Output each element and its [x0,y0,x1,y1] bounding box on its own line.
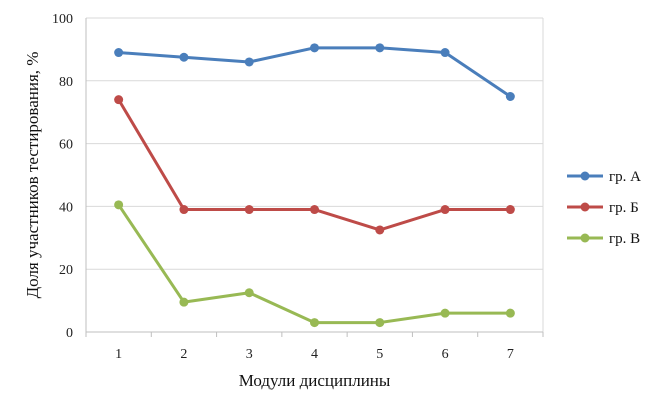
series-2 [114,95,515,235]
x-tick-label: 4 [311,347,318,362]
x-tick-label: 3 [246,347,253,362]
data-point [440,205,450,215]
series-line [117,203,512,325]
x-tick-label: 5 [376,347,383,362]
y-tick-label: 80 [59,75,73,90]
y-tick-label: 20 [59,263,73,278]
legend-label: гр. А [609,169,641,185]
y-tick-labels: 0 20 40 60 80 100 [52,12,73,341]
x-tick-labels: 1 2 3 4 5 6 7 [115,347,514,362]
data-point [375,43,385,53]
legend-marker [580,171,590,181]
axes [85,18,544,337]
legend: гр. А гр. Б гр. В [567,169,641,247]
legend-item: гр. Б [567,200,639,216]
data-point [310,43,319,53]
data-point [310,205,319,215]
legend-label: гр. В [609,231,640,247]
data-point [505,308,515,318]
data-point [505,92,515,101]
data-point [114,48,124,58]
data-point [114,200,124,210]
series-group [114,43,515,328]
legend-label: гр. Б [609,200,639,216]
data-point [179,297,189,307]
legend-marker [580,233,590,243]
x-tick-label: 1 [115,347,122,362]
data-point [505,205,515,215]
x-axis-title: Модули дисциплины [239,371,391,390]
data-point [179,52,189,62]
data-point [375,318,385,328]
data-point [440,48,450,58]
x-tick-label: 7 [507,347,514,362]
legend-marker [580,202,590,212]
data-point [244,288,254,298]
y-tick-label: 40 [59,200,73,215]
gridlines [86,17,544,332]
data-point [179,205,189,215]
data-point [114,95,124,105]
y-tick-label: 100 [52,12,73,27]
data-point [244,57,254,67]
series-line [117,46,512,98]
legend-item: гр. А [567,169,641,185]
data-point [244,205,254,215]
data-point [375,225,385,235]
data-point [440,308,450,318]
y-tick-label: 0 [66,326,73,341]
y-tick-label: 60 [59,138,73,153]
series-1 [114,43,515,101]
data-point [310,318,319,328]
series-3 [114,200,515,328]
x-tick-label: 2 [180,347,187,362]
legend-item: гр. В [567,231,640,247]
x-tick-label: 6 [442,347,449,362]
y-axis-title: Доля участников тестирования, % [23,52,42,299]
